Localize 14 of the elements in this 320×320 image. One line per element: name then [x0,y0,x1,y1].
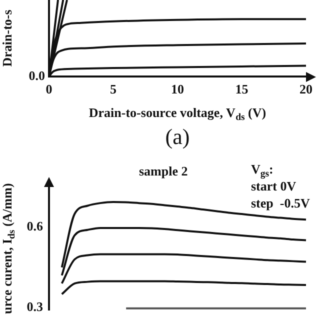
y-tick-label: 0.6 [26,218,44,234]
x-tick-label: 15 [235,82,249,97]
chart-title: sample 2 [139,163,188,178]
annotation: start 0V [251,178,297,194]
y-axis-title: Drain-to-s [0,10,14,67]
text: 0.0 [28,68,45,83]
x-tick-label: 10 [171,82,184,97]
x-tick-label: 0 [46,82,52,97]
y-axis-title: urce curent, Ids (A/mm) [0,183,18,314]
x-tick-label: 20 [300,82,312,97]
y-tick-label: 0.3 [26,298,44,314]
x-tick-label: 5 [110,82,117,97]
text: (a) [165,124,190,150]
annotation: step -0.5V [251,195,310,210]
